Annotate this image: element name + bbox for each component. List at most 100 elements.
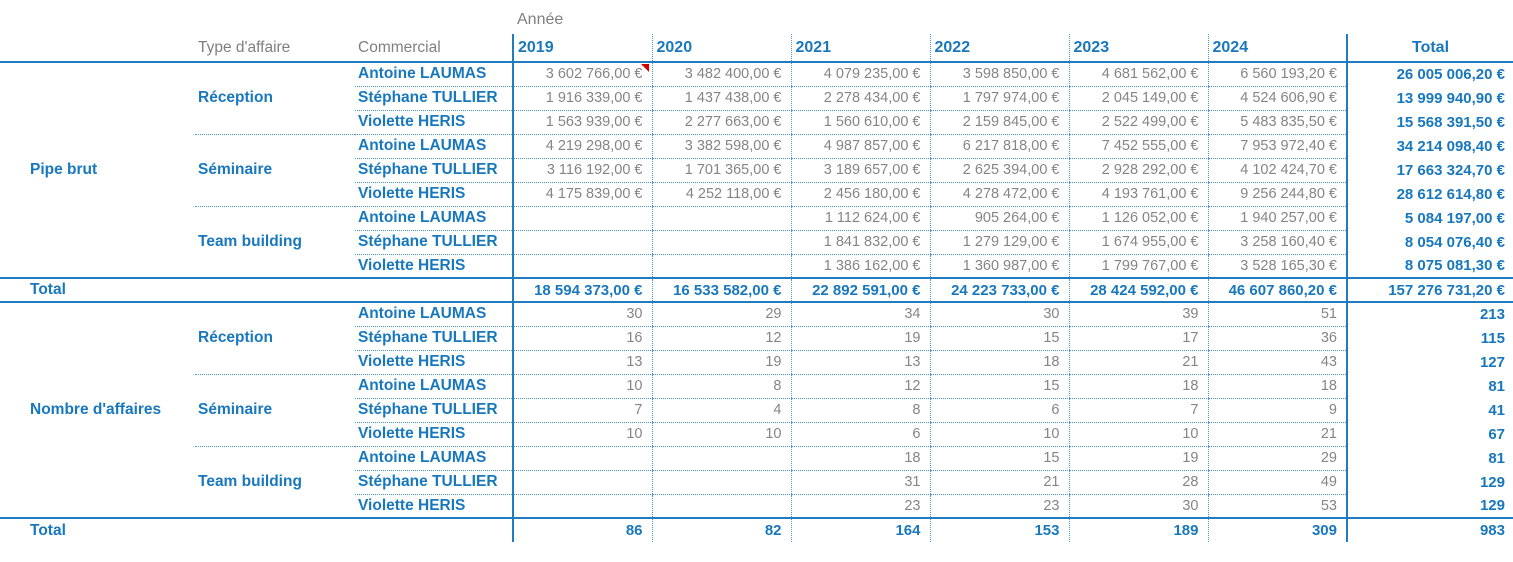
value-cell[interactable]: 19 — [651, 350, 791, 375]
grand-total-cell[interactable]: 157 276 731,20 € — [1346, 277, 1513, 303]
value-cell[interactable]: 30 — [1068, 494, 1208, 519]
row-total-cell[interactable]: 34 214 098,40 € — [1346, 134, 1513, 158]
value-cell[interactable]: 4 193 761,00 € — [1068, 182, 1208, 207]
commercial-name-cell[interactable]: Violette HERIS — [355, 254, 513, 279]
value-cell[interactable] — [651, 494, 791, 519]
value-cell[interactable]: 4 102 424,70 € — [1207, 158, 1347, 183]
row-total-cell[interactable]: 26 005 006,20 € — [1346, 62, 1513, 86]
type-label[interactable]: Réception — [195, 302, 355, 375]
value-cell[interactable]: 4 278 472,00 € — [929, 182, 1069, 207]
value-cell[interactable]: 34 — [790, 302, 930, 327]
value-cell[interactable]: 18 — [929, 350, 1069, 375]
total-value-cell[interactable]: 28 424 592,00 € — [1068, 277, 1208, 303]
value-cell[interactable]: 8 — [790, 398, 930, 423]
value-cell[interactable]: 29 — [651, 302, 791, 327]
row-total-cell[interactable]: 115 — [1346, 326, 1513, 350]
value-cell[interactable]: 905 264,00 € — [929, 206, 1069, 231]
value-cell[interactable]: 16 — [512, 326, 652, 351]
row-total-cell[interactable]: 8 054 076,40 € — [1346, 230, 1513, 254]
commercial-name-cell[interactable]: Violette HERIS — [355, 110, 513, 135]
year-column-header[interactable]: 2019 — [512, 34, 652, 63]
value-cell[interactable]: 6 560 193,20 € — [1207, 62, 1347, 87]
value-cell[interactable]: 2 625 394,00 € — [929, 158, 1069, 183]
value-cell[interactable]: 29 — [1207, 446, 1347, 471]
value-cell[interactable]: 3 598 850,00 € — [929, 62, 1069, 87]
total-value-cell[interactable]: 24 223 733,00 € — [929, 277, 1069, 303]
value-cell[interactable]: 1 560 610,00 € — [790, 110, 930, 135]
value-cell[interactable]: 21 — [1207, 422, 1347, 447]
row-total-cell[interactable]: 17 663 324,70 € — [1346, 158, 1513, 182]
row-total-cell[interactable]: 81 — [1346, 374, 1513, 398]
value-cell[interactable]: 15 — [929, 446, 1069, 471]
value-cell[interactable]: 4 219 298,00 € — [512, 134, 652, 159]
value-cell[interactable]: 1 386 162,00 € — [790, 254, 930, 279]
value-cell[interactable]: 1 916 339,00 € — [512, 86, 652, 111]
year-column-header[interactable]: 2020 — [651, 34, 791, 63]
row-total-cell[interactable]: 41 — [1346, 398, 1513, 422]
value-cell[interactable]: 39 — [1068, 302, 1208, 327]
row-total-cell[interactable]: 15 568 391,50 € — [1346, 110, 1513, 134]
commercial-name-cell[interactable]: Stéphane TULLIER — [355, 326, 513, 351]
value-cell[interactable]: 5 483 835,50 € — [1207, 110, 1347, 135]
value-cell[interactable]: 10 — [512, 422, 652, 447]
value-cell[interactable]: 49 — [1207, 470, 1347, 495]
value-cell[interactable]: 2 456 180,00 € — [790, 182, 930, 207]
annee-field-label[interactable]: Année — [517, 11, 564, 28]
value-cell[interactable]: 51 — [1207, 302, 1347, 327]
section-label-nombre-affaires[interactable]: Nombre d'affaires — [30, 401, 162, 418]
row-total-cell[interactable]: 127 — [1346, 350, 1513, 374]
value-cell[interactable]: 9 256 244,80 € — [1207, 182, 1347, 207]
value-cell[interactable] — [512, 470, 652, 495]
value-cell[interactable] — [512, 494, 652, 519]
commercial-name-cell[interactable]: Violette HERIS — [355, 350, 513, 375]
value-cell[interactable]: 4 — [651, 398, 791, 423]
value-cell[interactable]: 7 — [1068, 398, 1208, 423]
value-cell[interactable]: 43 — [1207, 350, 1347, 375]
value-cell[interactable]: 1 797 974,00 € — [929, 86, 1069, 111]
type-label[interactable]: Séminaire — [195, 374, 355, 447]
value-cell[interactable] — [512, 206, 652, 231]
total-value-cell[interactable]: 164 — [790, 517, 930, 542]
value-cell[interactable]: 19 — [790, 326, 930, 351]
commercial-name-cell[interactable]: Stéphane TULLIER — [355, 470, 513, 495]
value-cell[interactable]: 19 — [1068, 446, 1208, 471]
total-value-cell[interactable]: 16 533 582,00 € — [651, 277, 791, 303]
value-cell[interactable]: 23 — [790, 494, 930, 519]
year-column-header[interactable]: 2024 — [1207, 34, 1347, 63]
value-cell[interactable]: 12 — [790, 374, 930, 399]
value-cell[interactable]: 1 841 832,00 € — [790, 230, 930, 255]
commercial-name-cell[interactable]: Stéphane TULLIER — [355, 158, 513, 183]
value-cell[interactable]: 1 799 767,00 € — [1068, 254, 1208, 279]
value-cell[interactable]: 2 277 663,00 € — [651, 110, 791, 135]
total-column-header[interactable]: Total — [1346, 34, 1513, 63]
total-row-label[interactable]: Total — [0, 517, 513, 542]
commercial-name-cell[interactable]: Antoine LAUMAS — [355, 62, 513, 87]
commercial-name-cell[interactable]: Antoine LAUMAS — [355, 374, 513, 399]
value-cell[interactable]: 21 — [929, 470, 1069, 495]
commercial-name-cell[interactable]: Stéphane TULLIER — [355, 86, 513, 111]
commercial-header[interactable]: Commercial — [355, 34, 513, 63]
value-cell[interactable] — [651, 206, 791, 231]
value-cell[interactable] — [651, 230, 791, 255]
value-cell[interactable]: 4 987 857,00 € — [790, 134, 930, 159]
value-cell[interactable]: 2 045 149,00 € — [1068, 86, 1208, 111]
row-total-cell[interactable]: 129 — [1346, 470, 1513, 494]
value-cell[interactable]: 4 681 562,00 € — [1068, 62, 1208, 87]
value-cell[interactable]: 31 — [790, 470, 930, 495]
value-cell[interactable]: 2 522 499,00 € — [1068, 110, 1208, 135]
row-total-cell[interactable]: 129 — [1346, 494, 1513, 518]
value-cell[interactable]: 13 — [790, 350, 930, 375]
value-cell[interactable]: 2 928 292,00 € — [1068, 158, 1208, 183]
value-cell[interactable] — [512, 446, 652, 471]
value-cell[interactable]: 6 — [790, 422, 930, 447]
commercial-name-cell[interactable]: Antoine LAUMAS — [355, 206, 513, 231]
value-cell[interactable]: 1 112 624,00 € — [790, 206, 930, 231]
value-cell[interactable]: 18 — [1207, 374, 1347, 399]
value-cell[interactable]: 17 — [1068, 326, 1208, 351]
value-cell[interactable]: 10 — [651, 422, 791, 447]
value-cell[interactable]: 1 279 129,00 € — [929, 230, 1069, 255]
value-cell[interactable]: 10 — [1068, 422, 1208, 447]
value-cell[interactable]: 30 — [512, 302, 652, 327]
value-cell[interactable]: 23 — [929, 494, 1069, 519]
year-column-header[interactable]: 2021 — [790, 34, 930, 63]
